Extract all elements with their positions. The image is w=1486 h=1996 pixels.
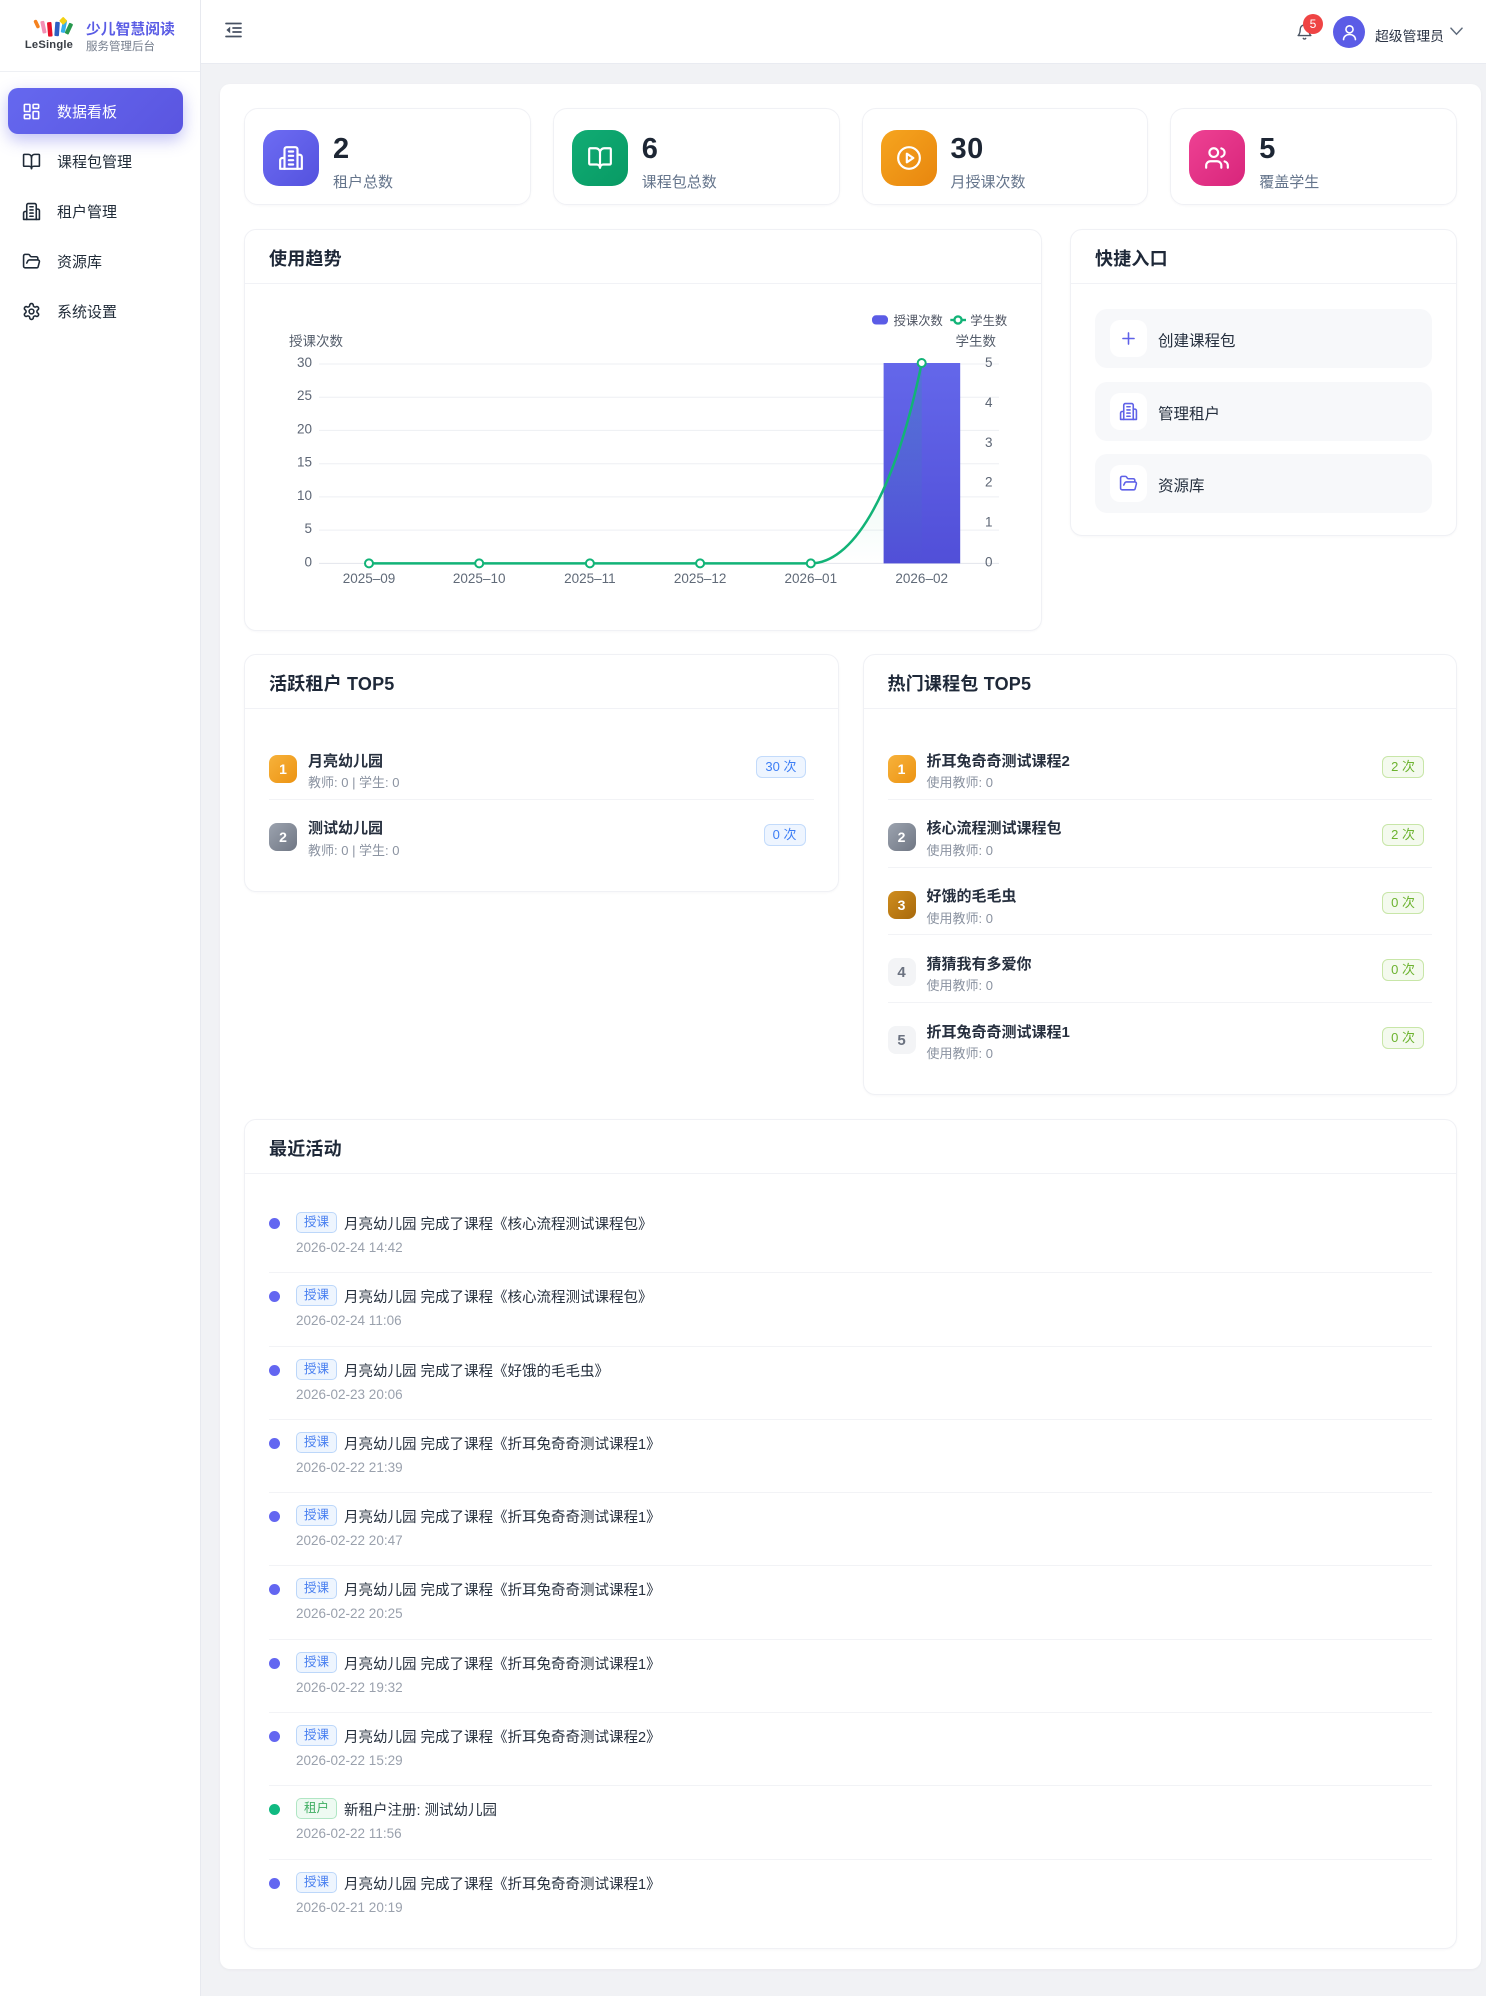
svg-text:授课次数: 授课次数 (894, 313, 943, 328)
svg-text:25: 25 (297, 388, 312, 403)
svg-text:15: 15 (297, 455, 312, 470)
svg-text:2025–09: 2025–09 (343, 571, 396, 586)
svg-text:0: 0 (304, 554, 312, 569)
svg-text:10: 10 (297, 488, 312, 503)
svg-text:授课次数: 授课次数 (289, 334, 343, 349)
svg-text:3: 3 (985, 435, 993, 450)
svg-text:2025–12: 2025–12 (674, 571, 727, 586)
svg-text:30: 30 (297, 355, 312, 370)
svg-text:2: 2 (985, 475, 993, 490)
svg-text:20: 20 (297, 421, 312, 436)
svg-text:2025–11: 2025–11 (564, 571, 616, 586)
svg-text:2026–01: 2026–01 (785, 571, 838, 586)
svg-text:4: 4 (985, 395, 993, 410)
svg-text:2025–10: 2025–10 (453, 571, 506, 586)
svg-text:0: 0 (985, 554, 993, 569)
svg-text:5: 5 (985, 355, 993, 370)
svg-text:学生数: 学生数 (956, 334, 997, 349)
svg-text:2026–02: 2026–02 (895, 571, 948, 586)
svg-text:5: 5 (304, 521, 312, 536)
svg-text:1: 1 (985, 515, 993, 530)
svg-text:学生数: 学生数 (970, 313, 1007, 328)
